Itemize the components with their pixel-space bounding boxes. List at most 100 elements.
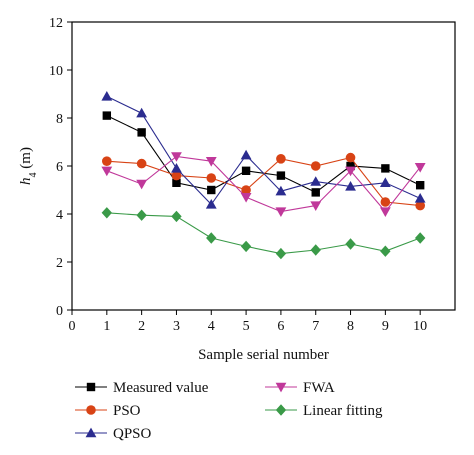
legend-item: FWA bbox=[265, 380, 335, 396]
series-line bbox=[106, 155, 421, 213]
data-point bbox=[345, 166, 356, 177]
x-axis-title: Sample serial number bbox=[198, 347, 329, 363]
data-point bbox=[379, 177, 391, 187]
data-point bbox=[240, 149, 252, 160]
data-point bbox=[206, 173, 217, 183]
y-tick-label: 8 bbox=[56, 112, 63, 127]
legend-label: QPSO bbox=[113, 426, 152, 442]
data-point bbox=[137, 128, 146, 137]
legend-item: Measured value bbox=[75, 380, 209, 396]
data-point bbox=[205, 157, 217, 167]
data-point bbox=[345, 238, 356, 250]
data-point bbox=[310, 244, 321, 256]
series-layer bbox=[101, 91, 426, 260]
data-point bbox=[414, 232, 426, 244]
x-tick-label: 7 bbox=[312, 319, 319, 334]
data-point bbox=[101, 91, 113, 101]
data-point bbox=[380, 197, 391, 207]
data-point bbox=[415, 200, 425, 211]
data-point bbox=[241, 166, 251, 175]
data-point bbox=[414, 163, 426, 173]
data-point bbox=[311, 188, 320, 197]
data-point bbox=[310, 161, 321, 171]
data-point bbox=[171, 152, 182, 162]
series-line bbox=[106, 115, 421, 194]
data-point bbox=[171, 170, 182, 181]
data-point bbox=[275, 185, 287, 196]
x-tick-label: 4 bbox=[208, 319, 215, 334]
data-point bbox=[171, 163, 182, 173]
series-2 bbox=[101, 91, 426, 209]
data-point bbox=[136, 179, 148, 190]
x-tick-label: 1 bbox=[103, 319, 110, 334]
x-tick-label: 6 bbox=[277, 319, 284, 334]
data-point bbox=[345, 152, 356, 163]
legend-label: PSO bbox=[113, 403, 141, 419]
data-point bbox=[101, 207, 113, 219]
data-point bbox=[207, 185, 216, 195]
data-point bbox=[414, 193, 426, 203]
data-point bbox=[346, 161, 355, 171]
legend-marker bbox=[86, 382, 96, 392]
data-point bbox=[276, 154, 286, 164]
plot-frame bbox=[71, 21, 456, 311]
data-point bbox=[415, 181, 425, 190]
legend-marker bbox=[85, 427, 97, 438]
y-axis-title: h4 (m) bbox=[18, 147, 39, 185]
legend-marker bbox=[86, 405, 96, 415]
y-axis-title-symbol: h bbox=[18, 177, 34, 185]
data-point bbox=[101, 166, 113, 177]
x-tick-label: 2 bbox=[138, 319, 145, 334]
x-tick-label: 9 bbox=[382, 319, 389, 334]
data-point bbox=[380, 245, 391, 257]
data-point bbox=[310, 201, 322, 211]
y-axis-title-unit: (m) bbox=[18, 147, 34, 172]
data-point bbox=[345, 181, 356, 191]
y-tick-label: 12 bbox=[49, 16, 63, 31]
legend-item: QPSO bbox=[75, 426, 152, 442]
series-3 bbox=[101, 152, 426, 217]
data-point bbox=[171, 210, 182, 223]
legend-label: Measured value bbox=[113, 380, 209, 396]
x-tick-label: 10 bbox=[413, 319, 427, 334]
series-line bbox=[106, 156, 421, 207]
data-point bbox=[136, 158, 147, 169]
legend: Measured value PSO QPSO FWA Linear fitting bbox=[75, 380, 383, 442]
data-point bbox=[310, 176, 322, 186]
data-point bbox=[381, 164, 390, 173]
legend-label: Linear fitting bbox=[303, 403, 383, 419]
data-point bbox=[102, 111, 112, 120]
y-axis-title-subscript: 4 bbox=[28, 172, 39, 177]
y-tick-label: 10 bbox=[49, 64, 63, 79]
data-point bbox=[241, 185, 251, 195]
data-point bbox=[136, 209, 147, 221]
series-line bbox=[106, 212, 421, 255]
x-tick-label: 0 bbox=[69, 319, 76, 334]
data-point bbox=[275, 207, 287, 217]
legend-marker bbox=[275, 404, 287, 416]
data-point bbox=[240, 240, 252, 253]
y-tick-label: 4 bbox=[56, 208, 63, 223]
series-1 bbox=[102, 152, 425, 211]
series-line bbox=[106, 95, 421, 206]
x-tick-label: 3 bbox=[173, 319, 180, 334]
data-point bbox=[240, 193, 252, 203]
legend-item: Linear fitting bbox=[265, 403, 383, 419]
legend-marker bbox=[275, 382, 287, 393]
series-4 bbox=[101, 207, 426, 260]
data-point bbox=[206, 232, 217, 244]
y-tick-label: 6 bbox=[56, 160, 63, 175]
data-point bbox=[276, 171, 286, 180]
data-point bbox=[102, 156, 112, 166]
data-point bbox=[205, 199, 217, 209]
y-tick-label: 2 bbox=[56, 256, 63, 271]
data-point bbox=[172, 178, 181, 187]
data-point bbox=[379, 207, 391, 217]
legend-label: FWA bbox=[303, 380, 335, 396]
data-point bbox=[136, 107, 148, 118]
x-tick-label: 5 bbox=[243, 319, 250, 334]
x-tick-label: 8 bbox=[347, 319, 354, 334]
legend-item: PSO bbox=[75, 403, 141, 419]
